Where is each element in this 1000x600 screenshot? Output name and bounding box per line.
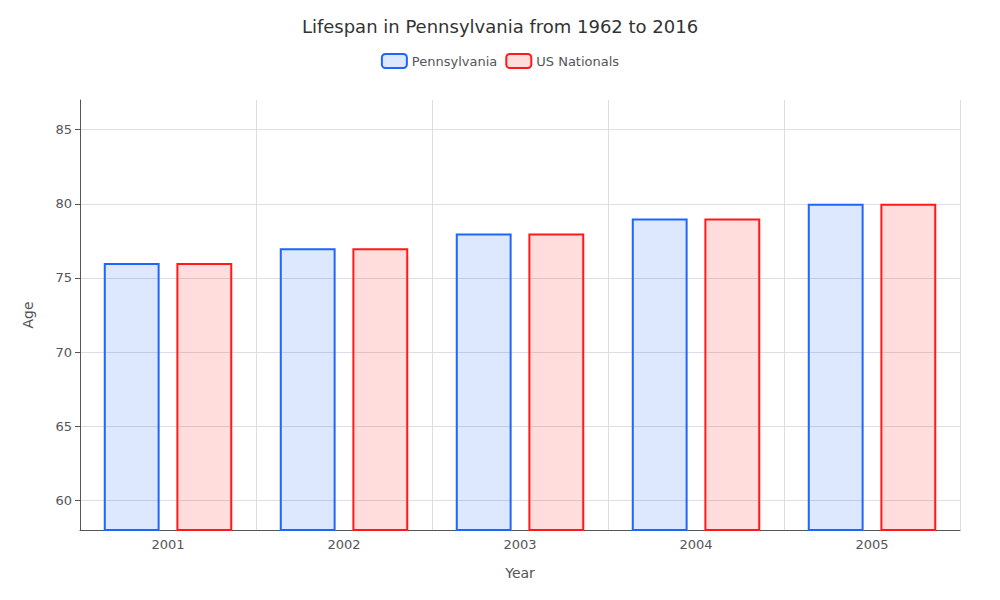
svg-text:2001: 2001 xyxy=(151,537,184,552)
svg-text:US Nationals: US Nationals xyxy=(536,54,619,69)
svg-text:60: 60 xyxy=(55,493,72,508)
svg-text:Year: Year xyxy=(504,565,535,581)
svg-text:65: 65 xyxy=(55,419,72,434)
svg-text:2005: 2005 xyxy=(855,537,888,552)
svg-text:2004: 2004 xyxy=(679,537,712,552)
svg-text:Pennsylvania: Pennsylvania xyxy=(412,54,497,69)
svg-text:2002: 2002 xyxy=(327,537,360,552)
svg-text:70: 70 xyxy=(55,345,72,360)
svg-text:75: 75 xyxy=(55,270,72,285)
svg-text:Lifespan in Pennsylvania from: Lifespan in Pennsylvania from 1962 to 20… xyxy=(302,16,698,37)
svg-text:85: 85 xyxy=(55,122,72,137)
svg-text:Age: Age xyxy=(20,301,36,328)
svg-text:80: 80 xyxy=(55,196,72,211)
svg-text:2003: 2003 xyxy=(503,537,536,552)
